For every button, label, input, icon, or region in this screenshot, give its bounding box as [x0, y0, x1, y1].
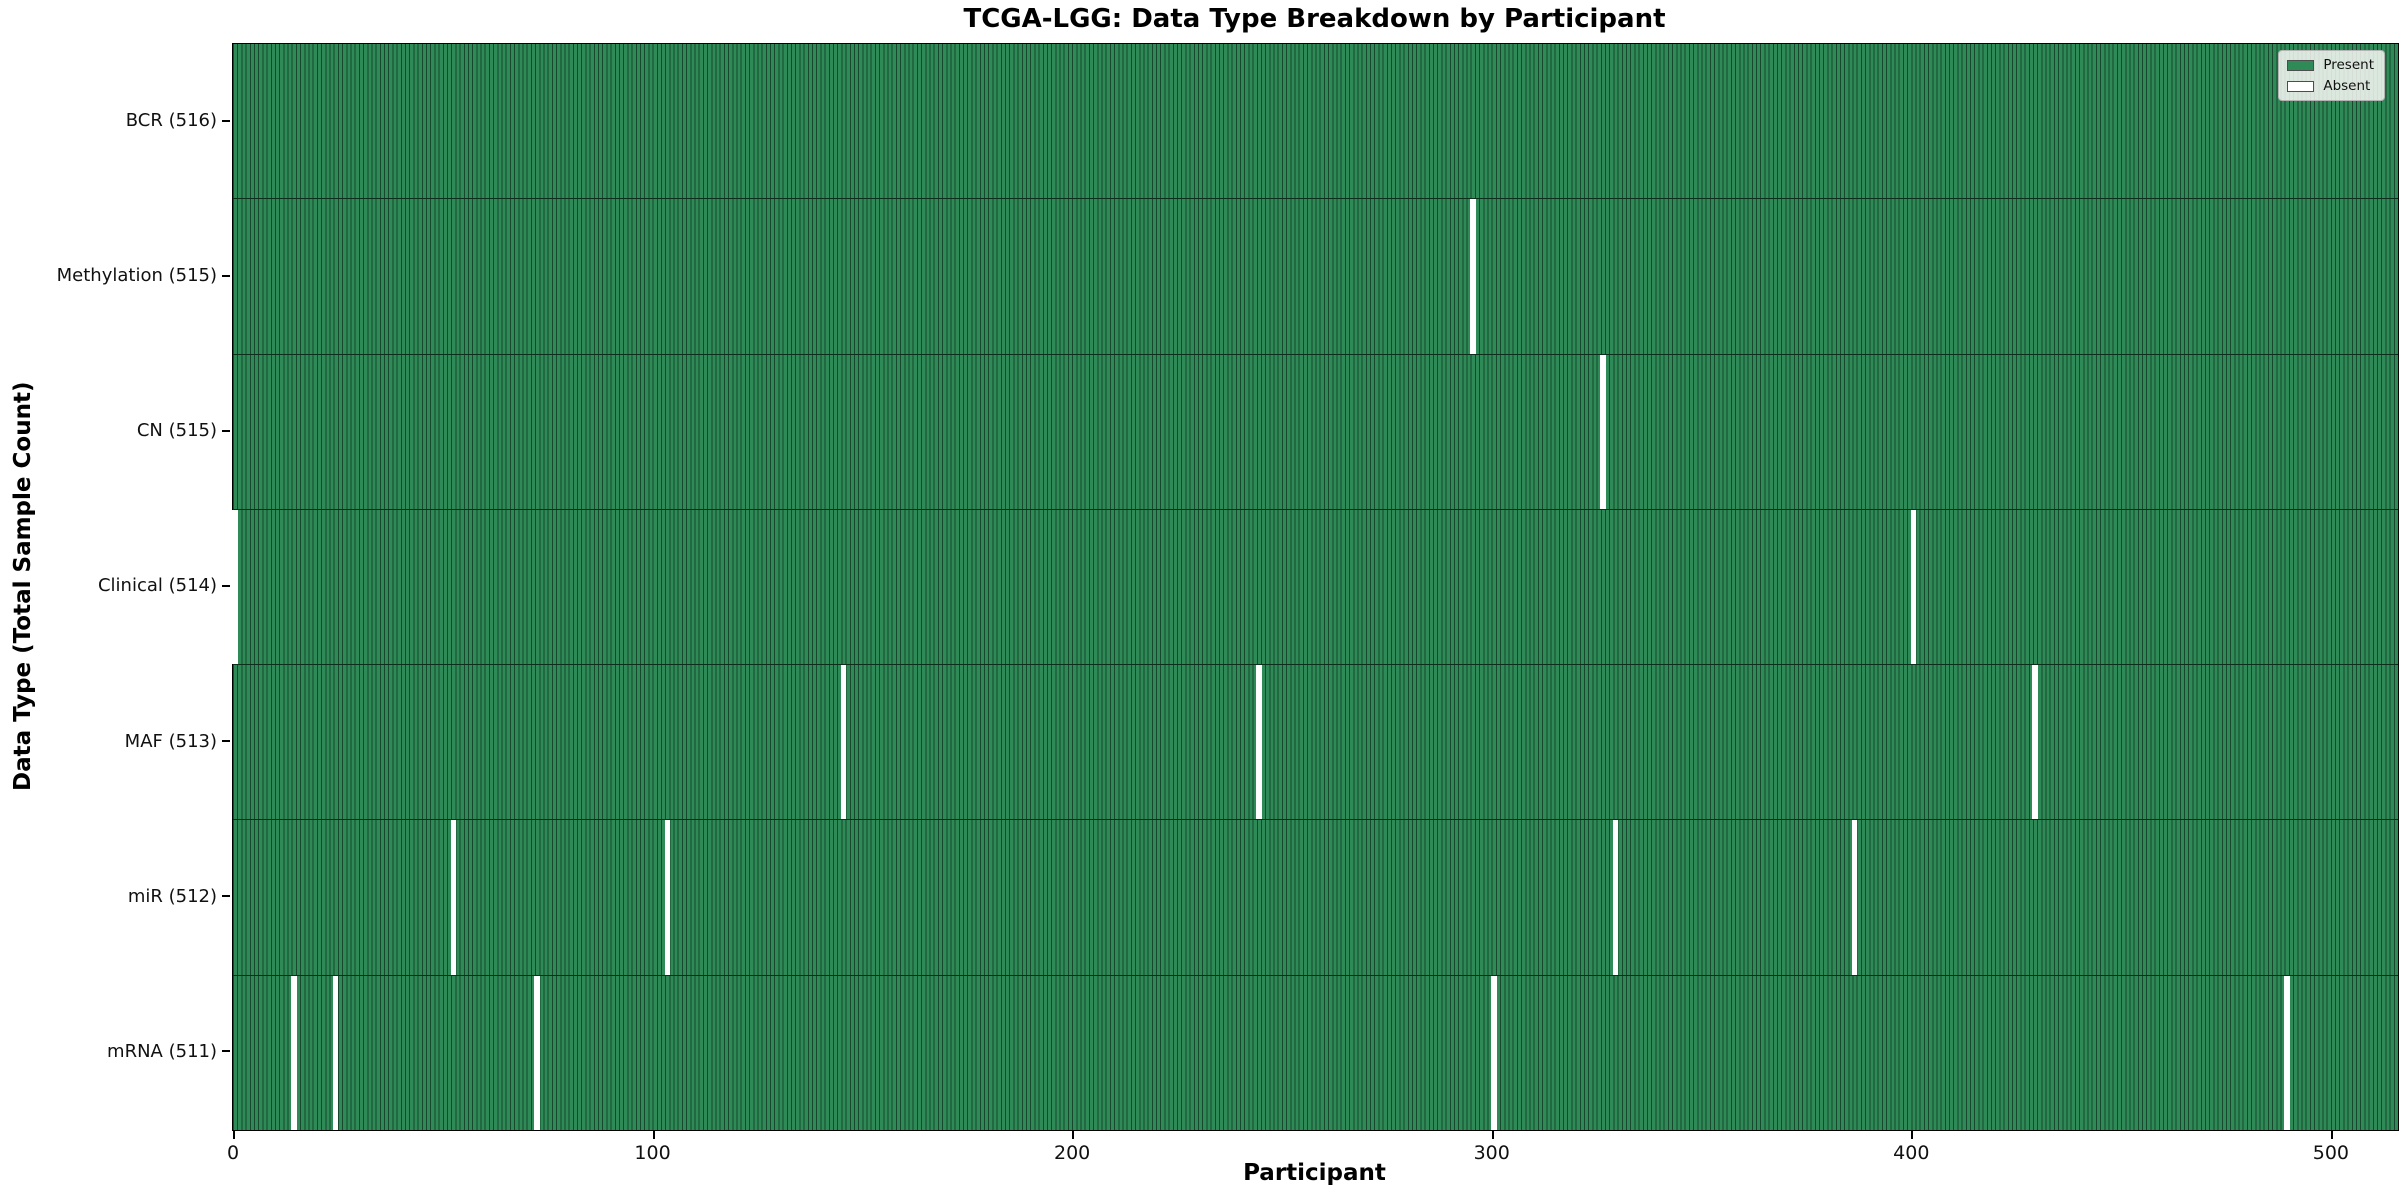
- absent-cell: [1910, 509, 1917, 665]
- absent-cell: [664, 820, 670, 975]
- y-tick-label: miR (512): [127, 885, 217, 907]
- absent-cell: [333, 975, 339, 1130]
- y-tick-mark: [222, 274, 230, 277]
- plot-area: Present Absent: [232, 43, 2399, 1131]
- heatmap-row-mrna: [233, 974, 2398, 1130]
- absent-cell: [1612, 820, 1619, 975]
- x-tick-label: 200: [1054, 1142, 1091, 1164]
- absent-cell: [1851, 820, 1858, 975]
- x-tick-label: 100: [634, 1142, 671, 1164]
- x-tick-mark: [652, 1131, 655, 1139]
- y-tick-mark: [222, 584, 230, 587]
- y-tick-mir: miR (512): [0, 819, 230, 974]
- y-tick-label: Methylation (515): [56, 265, 217, 287]
- x-tick-mark: [233, 1131, 235, 1139]
- absent-cell: [232, 509, 238, 665]
- heatmap-row-bcr: [233, 44, 2398, 199]
- x-axis-title: Participant: [1243, 1160, 1386, 1186]
- legend-swatch-icon: [2287, 59, 2315, 71]
- y-tick-clinical: Clinical (514): [0, 508, 230, 663]
- absent-cell: [450, 820, 456, 975]
- x-tick-mark: [1491, 1131, 1494, 1139]
- y-tick-mrna: mRNA (511): [0, 974, 230, 1129]
- absent-cell: [2032, 665, 2038, 820]
- y-axis-tick-labels: BCR (516) Methylation (515) CN (515) Clinic…: [0, 43, 230, 1129]
- heatmap-row-cn: [233, 353, 2398, 509]
- absent-cell: [2284, 975, 2290, 1130]
- absent-cell: [1600, 354, 1606, 509]
- absent-cell: [291, 975, 297, 1130]
- legend-swatch-icon: [2287, 80, 2315, 92]
- y-tick-mark: [222, 429, 230, 432]
- heatmap-row-methylation: [233, 198, 2398, 354]
- y-tick-mark: [222, 1050, 230, 1053]
- x-tick-label: 500: [2312, 1142, 2349, 1164]
- y-tick-label: MAF (513): [124, 730, 217, 752]
- absent-cell: [1256, 665, 1262, 820]
- legend: Present Absent: [2278, 50, 2385, 101]
- x-tick-mark: [1911, 1131, 1914, 1139]
- absent-cell: [1470, 199, 1476, 354]
- y-tick-methylation: Methylation (515): [0, 198, 230, 353]
- y-tick-label: Clinical (514): [97, 575, 217, 597]
- x-tick-label: 0: [226, 1142, 240, 1164]
- y-tick-cn: CN (515): [0, 353, 230, 508]
- x-tick-mark: [2330, 1131, 2333, 1139]
- heatmap-rows: [232, 44, 2398, 1130]
- absent-cell: [534, 975, 540, 1130]
- legend-label: Present: [2323, 57, 2374, 73]
- y-tick-mark: [222, 740, 230, 743]
- absent-cell: [1491, 975, 1497, 1130]
- heatmap-row-clinical: [232, 508, 2398, 665]
- absent-cell: [840, 665, 847, 820]
- y-tick-maf: MAF (513): [0, 664, 230, 819]
- legend-entry-present: Present: [2287, 57, 2374, 73]
- chart-title: TCGA-LGG: Data Type Breakdown by Partici…: [963, 4, 1666, 34]
- heatmap-row-mir: [233, 819, 2398, 975]
- x-tick-mark: [1072, 1131, 1075, 1139]
- x-tick-label: 300: [1473, 1142, 1510, 1164]
- legend-label: Absent: [2323, 78, 2371, 94]
- y-tick-mark: [222, 895, 230, 898]
- y-tick-bcr: BCR (516): [0, 43, 230, 198]
- legend-entry-absent: Absent: [2287, 78, 2374, 94]
- y-tick-label: CN (515): [136, 420, 217, 442]
- y-tick-mark: [222, 119, 230, 122]
- x-tick-label: 400: [1893, 1142, 1930, 1164]
- y-tick-label: mRNA (511): [107, 1040, 217, 1062]
- y-tick-label: BCR (516): [125, 110, 217, 132]
- x-axis-ticks: 0 100 200 300 400 500: [227, 1131, 2398, 1195]
- heatmap-row-maf: [233, 664, 2398, 820]
